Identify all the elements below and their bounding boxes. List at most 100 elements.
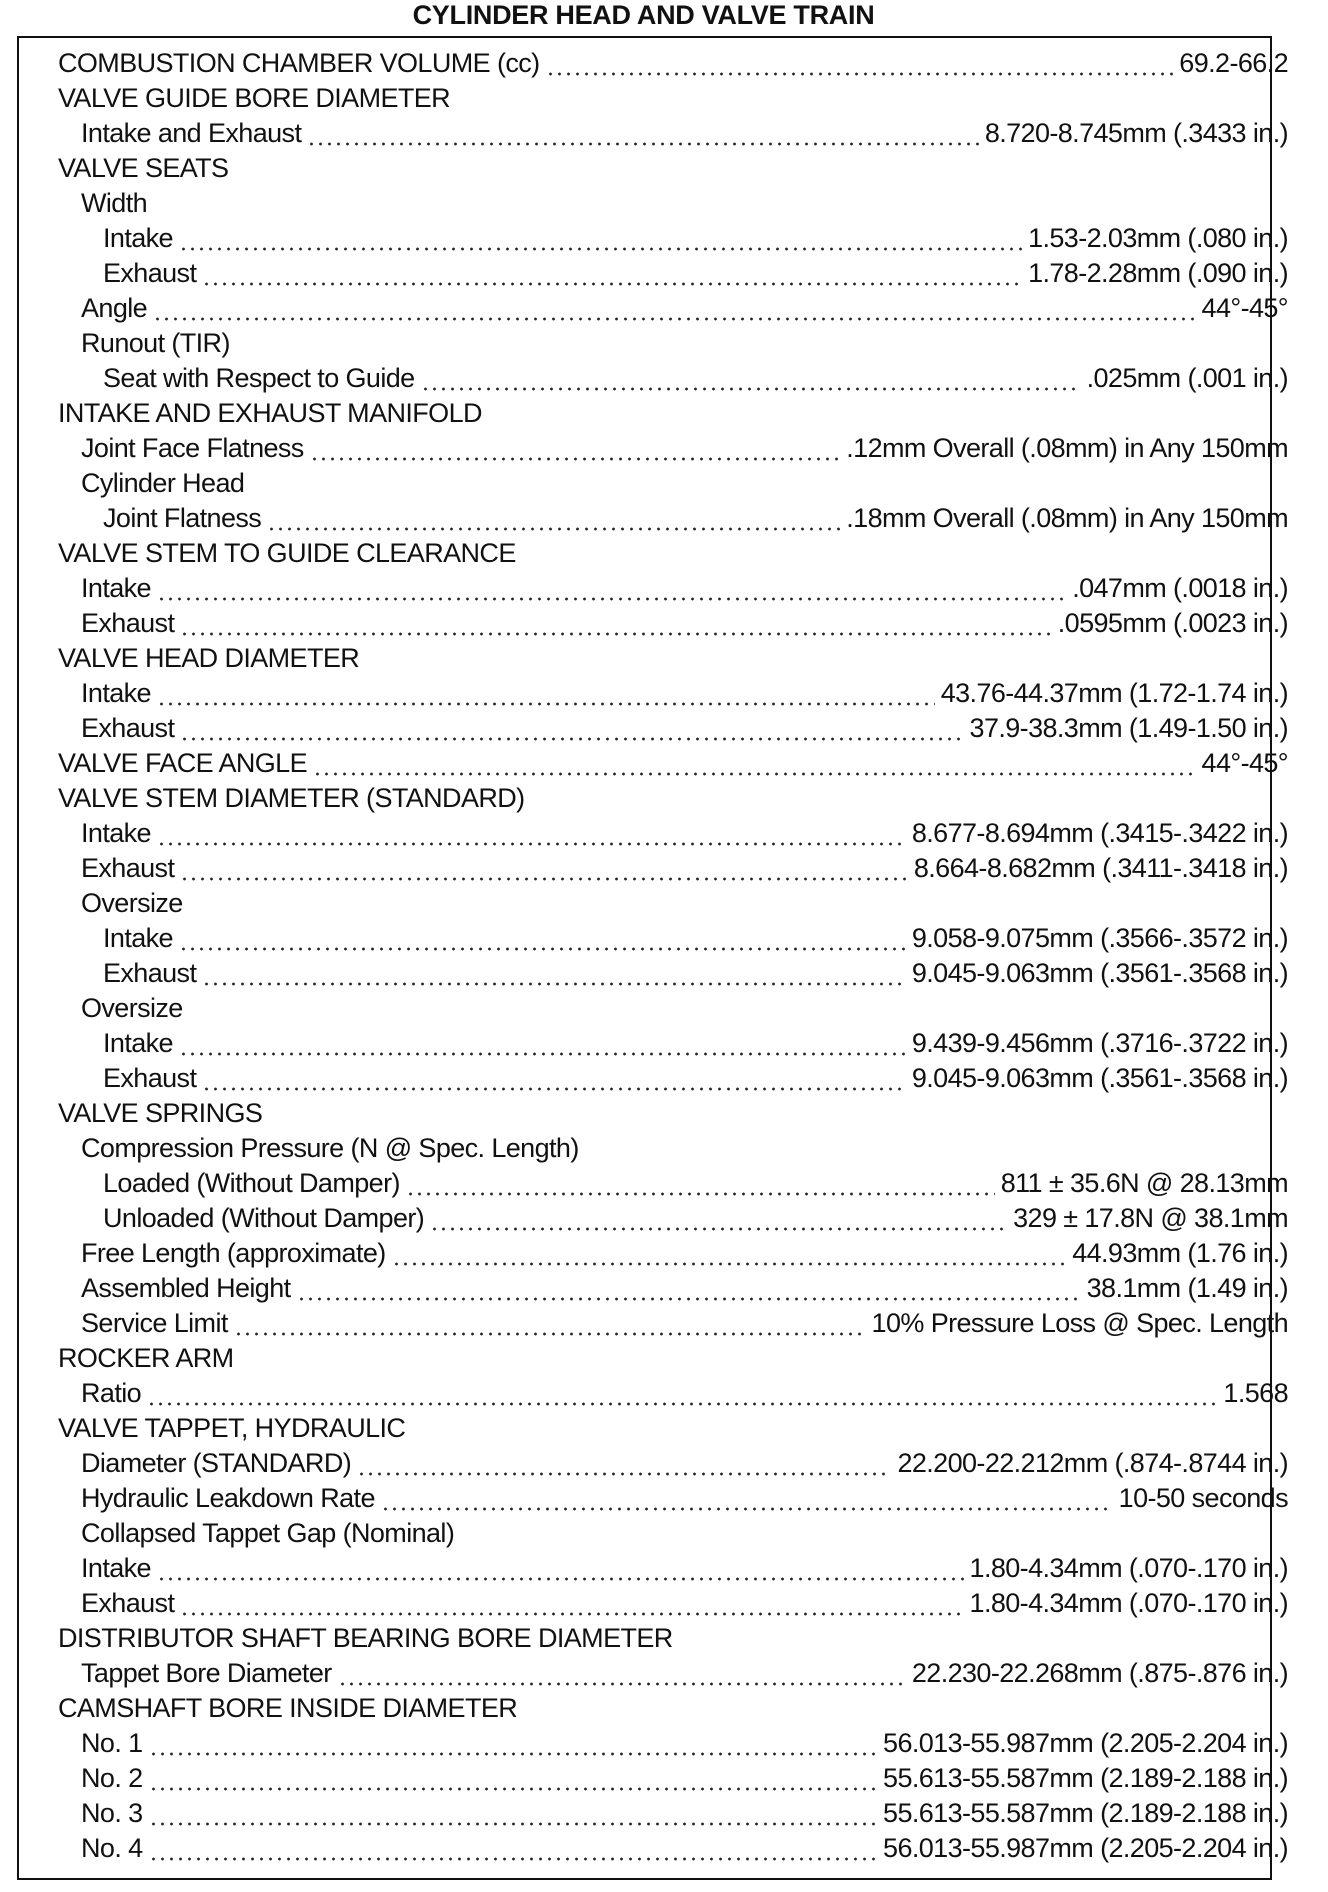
spec-row: VALVE FACE ANGLE 44°-45° [58, 746, 1289, 781]
spec-label: Intake [103, 923, 174, 953]
spec-label: No. 3 [81, 1798, 143, 1828]
spec-label: Ratio [81, 1378, 142, 1408]
spec-row: No. 4 56.013-55.987mm (2.205-2.204 in.) [81, 1831, 1289, 1866]
spec-row: Exhaust 1.78-2.28mm (.090 in.) [103, 256, 1289, 291]
spec-label: Seat with Respect to Guide [103, 363, 415, 393]
spec-label: Intake [81, 678, 152, 708]
dot-leader [296, 1271, 1081, 1306]
spec-row: Oversize [81, 886, 1288, 921]
spec-value: 38.1mm (1.49 in.) [1086, 1273, 1289, 1303]
section-heading: INTAKE AND EXHAUST MANIFOLD [58, 398, 482, 428]
section-heading: COMBUSTION CHAMBER VOLUME (cc) [58, 48, 540, 78]
dot-leader [202, 1061, 906, 1096]
dot-leader [309, 431, 841, 466]
spec-label: Width [81, 188, 148, 218]
dot-leader [420, 361, 1081, 396]
spec-row: Exhaust 9.045-9.063mm (.3561-.3568 in.) [103, 1061, 1289, 1096]
spec-value: 55.613-55.587mm (2.189-2.188 in.) [883, 1763, 1289, 1793]
spec-row: Intake 9.439-9.456mm (.3716-.3722 in.) [103, 1026, 1289, 1061]
dot-leader [148, 1761, 878, 1796]
spec-label: Service Limit [81, 1308, 228, 1338]
spec-row: Width [81, 186, 1288, 221]
dot-leader [180, 711, 964, 746]
spec-label: Exhaust [103, 958, 197, 988]
spec-value: 1.78-2.28mm (.090 in.) [1028, 258, 1289, 288]
spec-value: 329 ± 17.8N @ 38.1mm [1013, 1203, 1288, 1233]
dot-leader [180, 1586, 964, 1621]
spec-row: VALVE HEAD DIAMETER [58, 641, 1288, 676]
spec-label: Joint Face Flatness [81, 433, 304, 463]
dot-leader [380, 1481, 1113, 1516]
spec-label: Tappet Bore Diameter [81, 1658, 332, 1688]
section-heading: VALVE GUIDE BORE DIAMETER [58, 83, 451, 113]
spec-label: Intake [81, 573, 152, 603]
spec-row: Intake 1.53-2.03mm (.080 in.) [103, 221, 1289, 256]
spec-label: Joint Flatness [103, 503, 262, 533]
spec-value: 9.045-9.063mm (.3561-.3568 in.) [911, 958, 1289, 988]
spec-row: Exhaust 1.80-4.34mm (.070-.170 in.) [81, 1586, 1289, 1621]
spec-row: VALVE STEM DIAMETER (STANDARD) [58, 781, 1288, 816]
dot-leader [178, 921, 906, 956]
spec-row: Hydraulic Leakdown Rate 10-50 seconds [81, 1481, 1289, 1516]
spec-row: Tappet Bore Diameter 22.230-22.268mm (.87… [81, 1656, 1289, 1691]
dot-leader [391, 1236, 1067, 1271]
spec-value: 44°-45° [1201, 748, 1289, 778]
spec-value: 9.058-9.075mm (.3566-.3572 in.) [911, 923, 1289, 953]
spec-value: 9.439-9.456mm (.3716-.3722 in.) [911, 1028, 1289, 1058]
dot-leader [545, 46, 1174, 81]
spec-label: Exhaust [81, 713, 175, 743]
dot-leader [337, 1656, 906, 1691]
spec-value: 1.80-4.34mm (.070-.170 in.) [969, 1553, 1289, 1583]
dot-leader [156, 571, 1067, 606]
spec-row: Loaded (Without Damper) 811 ± 35.6N @ 28.… [103, 1166, 1289, 1201]
spec-row: Compression Pressure (N @ Spec. Length) [81, 1131, 1288, 1166]
spec-row: Intake and Exhaust 8.720-8.745mm (.3433 i… [81, 116, 1289, 151]
spec-value: 1.568 [1223, 1378, 1288, 1408]
spec-label: Unloaded (Without Damper) [103, 1203, 425, 1233]
spec-row: Exhaust 9.045-9.063mm (.3561-.3568 in.) [103, 956, 1289, 991]
spec-value: .12mm Overall (.08mm) in Any 150mm [846, 433, 1288, 463]
section-heading: VALVE STEM TO GUIDE CLEARANCE [58, 538, 516, 568]
spec-value: 1.80-4.34mm (.070-.170 in.) [969, 1588, 1289, 1618]
spec-row: No. 2 55.613-55.587mm (2.189-2.188 in.) [81, 1761, 1289, 1796]
spec-value: 69.2-66.2 [1179, 48, 1288, 78]
spec-label: Oversize [81, 993, 183, 1023]
dot-leader [180, 606, 1052, 641]
dot-leader [267, 501, 841, 536]
spec-value: 56.013-55.987mm (2.205-2.204 in.) [883, 1728, 1289, 1758]
dot-leader [147, 1376, 1218, 1411]
spec-row: VALVE TAPPET, HYDRAULIC [58, 1411, 1288, 1446]
section-heading: VALVE HEAD DIAMETER [58, 643, 360, 673]
spec-value: 811 ± 35.6N @ 28.13mm [1000, 1168, 1289, 1198]
dot-leader [430, 1201, 1008, 1236]
spec-label: Exhaust [81, 1588, 175, 1618]
spec-row: Seat with Respect to Guide .025mm (.001 i… [103, 361, 1289, 396]
spec-value: 9.045-9.063mm (.3561-.3568 in.) [911, 1063, 1289, 1093]
spec-label: Intake [81, 818, 152, 848]
section-heading: DISTRIBUTOR SHAFT BEARING BORE DIAMETER [58, 1623, 673, 1653]
spec-value: 22.230-22.268mm (.875-.876 in.) [911, 1658, 1289, 1688]
dot-leader [202, 956, 906, 991]
spec-value: 37.9-38.3mm (1.49-1.50 in.) [969, 713, 1289, 743]
spec-row: Cylinder Head [81, 466, 1288, 501]
spec-value: 43.76-44.37mm (1.72-1.74 in.) [940, 678, 1289, 708]
spec-row: No. 3 55.613-55.587mm (2.189-2.188 in.) [81, 1796, 1289, 1831]
spec-value: 10-50 seconds [1118, 1483, 1289, 1513]
spec-row: Intake 8.677-8.694mm (.3415-.3422 in.) [81, 816, 1289, 851]
spec-value: 1.53-2.03mm (.080 in.) [1028, 223, 1289, 253]
spec-row: No. 1 56.013-55.987mm (2.205-2.204 in.) [81, 1726, 1289, 1761]
spec-label: Intake [103, 223, 174, 253]
spec-row: Unloaded (Without Damper) 329 ± 17.8N @ 3… [103, 1201, 1289, 1236]
spec-row: VALVE STEM TO GUIDE CLEARANCE [58, 536, 1288, 571]
dot-leader [148, 1796, 878, 1831]
spec-value: 8.677-8.694mm (.3415-.3422 in.) [911, 818, 1289, 848]
spec-row: Intake 9.058-9.075mm (.3566-.3572 in.) [103, 921, 1289, 956]
spec-value: .047mm (.0018 in.) [1072, 573, 1288, 603]
section-heading: ROCKER ARM [58, 1343, 234, 1373]
spec-row: Diameter (STANDARD) 22.200-22.212mm (.874… [81, 1446, 1289, 1481]
dot-leader [178, 1026, 906, 1061]
spec-row: Angle 44°-45° [81, 291, 1289, 326]
spec-row: Service Limit 10% Pressure Loss @ Spec. L… [81, 1306, 1289, 1341]
spec-label: Hydraulic Leakdown Rate [81, 1483, 375, 1513]
